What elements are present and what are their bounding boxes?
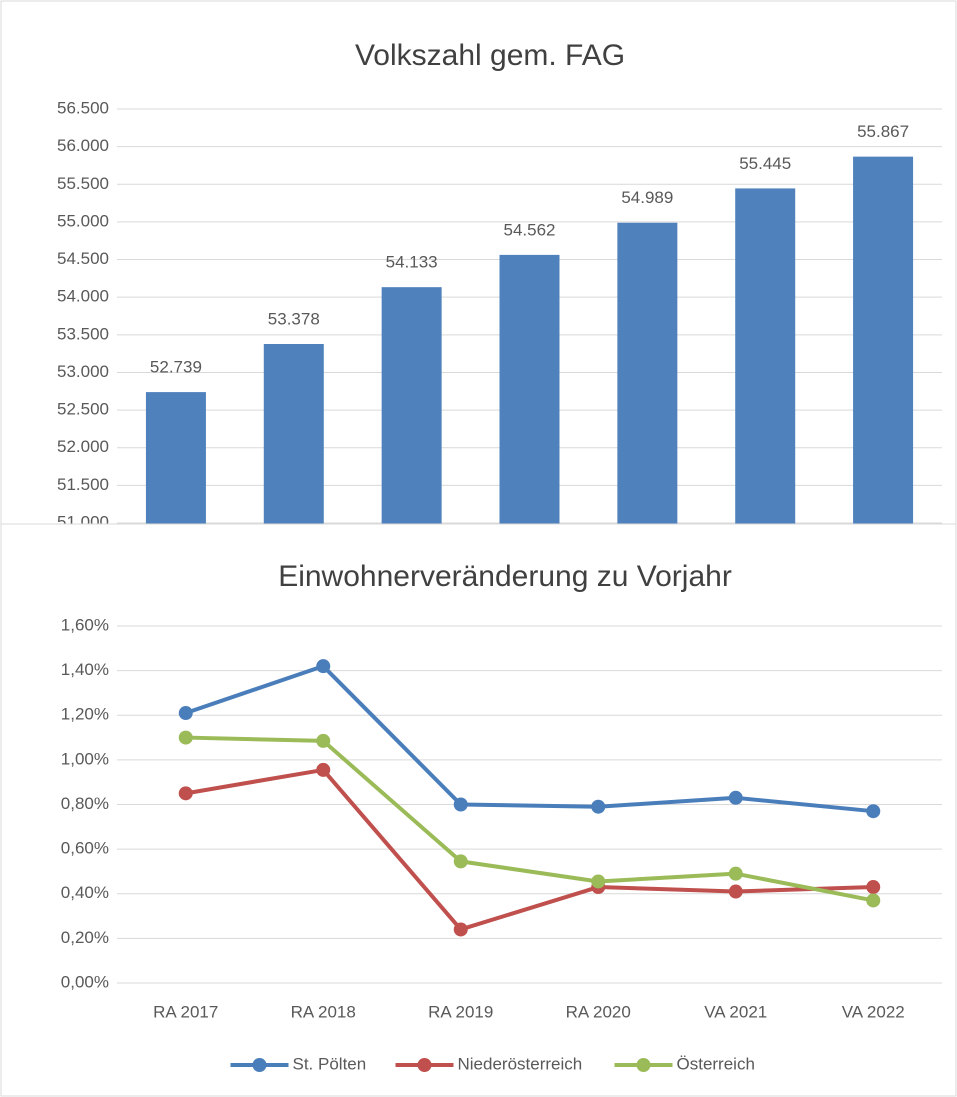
point <box>591 874 606 889</box>
point <box>453 854 468 869</box>
point <box>453 922 468 937</box>
legend-label: Niederösterreich <box>458 1054 583 1073</box>
point <box>316 733 331 748</box>
y-tick-label: 56.500 <box>57 98 109 117</box>
chart-title: Volkszahl gem. FAG <box>355 39 625 72</box>
series-line <box>185 767 874 932</box>
y-tick-label: 1,40% <box>61 660 109 679</box>
y-tick-label: 51.500 <box>57 475 109 494</box>
y-tick-label: 55.000 <box>57 211 109 230</box>
legend-label: Österreich <box>677 1054 755 1073</box>
x-tick-label: VA 2022 <box>842 1002 905 1021</box>
point <box>178 730 193 745</box>
point <box>316 659 331 674</box>
bar <box>263 344 324 524</box>
data-label: 52.739 <box>150 358 202 377</box>
point <box>728 866 743 881</box>
x-tick-label: VA 2021 <box>704 1002 767 1021</box>
x-tick-label: RA 2018 <box>291 1002 356 1021</box>
y-tick-label: 0,80% <box>61 794 109 813</box>
point <box>728 884 743 899</box>
y-tick-label: 0,00% <box>61 972 109 991</box>
y-tick-label: 53.000 <box>57 362 109 381</box>
bar <box>853 156 914 524</box>
point <box>178 706 193 721</box>
line-chart: Einwohnerveränderung zu Vorjahr 0,00% 0,2… <box>61 560 942 1073</box>
point <box>728 790 743 805</box>
point <box>178 786 193 801</box>
y-tick-label: 0,40% <box>61 883 109 902</box>
point <box>866 893 881 908</box>
data-label: 55.445 <box>739 154 791 173</box>
bar-chart: Volkszahl gem. FAG 51.000 51.500 52.000 52.… <box>57 39 942 531</box>
y-tick-label: 54.000 <box>57 287 109 306</box>
x-tick-label: RA 2020 <box>566 1002 631 1021</box>
x-tick-label: RA 2017 <box>153 1002 218 1021</box>
y-tick-label: 54.500 <box>57 249 109 268</box>
data-label: 54.133 <box>386 253 438 272</box>
point <box>866 880 881 895</box>
y-tick-label: 53.500 <box>57 324 109 343</box>
data-label: 54.562 <box>504 220 556 239</box>
bar <box>381 287 442 524</box>
point <box>591 799 606 814</box>
point <box>316 762 331 777</box>
legend-label: St. Pölten <box>293 1054 367 1073</box>
y-tick-label: 1,20% <box>61 705 109 724</box>
series-line <box>185 735 874 903</box>
data-label: 54.989 <box>621 188 673 207</box>
y-tick-label: 56.000 <box>57 136 109 155</box>
legend-marker <box>252 1058 267 1072</box>
y-tick-label: 1,60% <box>61 615 109 634</box>
bar <box>145 392 206 524</box>
bar <box>735 188 796 524</box>
y-tick-label: 1,00% <box>61 749 109 768</box>
x-tick-label: RA 2019 <box>428 1002 493 1021</box>
data-label: 53.378 <box>268 309 320 328</box>
y-tick-label: 51.000 <box>57 512 109 531</box>
y-tick-label: 0,60% <box>61 839 109 858</box>
y-tick-label: 52.000 <box>57 437 109 456</box>
y-tick-label: 0,20% <box>61 928 109 947</box>
legend-marker <box>417 1058 432 1072</box>
chart-title: Einwohnerveränderung zu Vorjahr <box>278 560 732 593</box>
point <box>866 804 881 819</box>
y-tick-label: 55.500 <box>57 174 109 193</box>
series-line <box>185 664 874 814</box>
bar <box>617 222 678 524</box>
data-label: 55.867 <box>857 122 909 141</box>
bar <box>499 254 560 524</box>
y-tick-label: 52.500 <box>57 400 109 419</box>
legend-marker <box>636 1058 651 1072</box>
point <box>453 797 468 812</box>
